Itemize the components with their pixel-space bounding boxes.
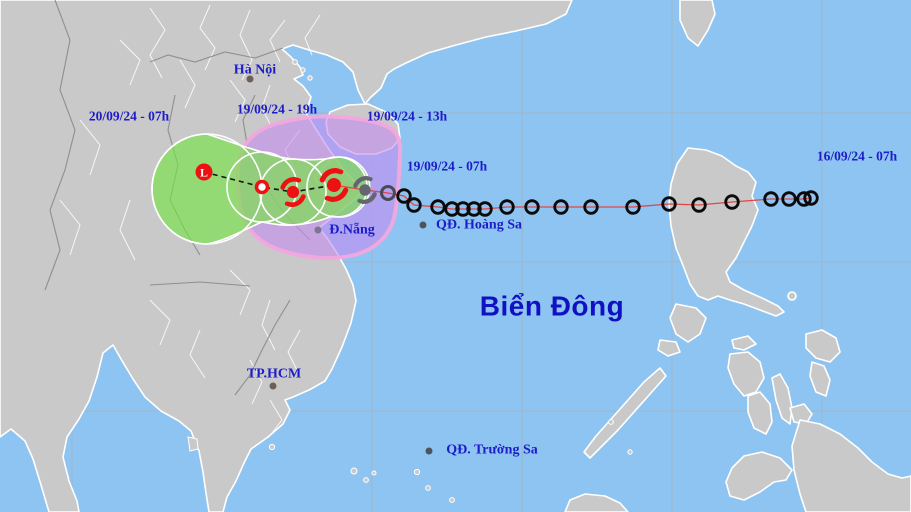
storm-symbols: L — [195, 163, 380, 209]
past-position — [444, 201, 460, 217]
past-position — [477, 201, 493, 217]
past-position — [625, 199, 641, 215]
tropical-depression-symbol — [254, 179, 270, 195]
past-position — [661, 196, 677, 212]
past-position — [781, 191, 797, 207]
track-points — [380, 185, 819, 217]
past-position — [396, 188, 412, 204]
past-position-gray — [380, 185, 396, 201]
low-pressure-letter: L — [200, 166, 208, 180]
past-position — [796, 191, 812, 207]
past-position — [763, 191, 779, 207]
past-position — [691, 197, 707, 213]
uncertainty-circle — [226, 151, 298, 223]
past-position — [583, 199, 599, 215]
past-position — [724, 194, 740, 210]
past-position — [406, 197, 422, 213]
past-position — [499, 199, 515, 215]
past-position — [803, 190, 819, 206]
past-position — [466, 201, 482, 217]
past-position — [524, 199, 540, 215]
past-position — [430, 199, 446, 215]
past-position — [455, 201, 471, 217]
past-position — [553, 199, 569, 215]
forecast-track-line — [203, 171, 335, 193]
low-pressure-symbol — [195, 163, 213, 181]
